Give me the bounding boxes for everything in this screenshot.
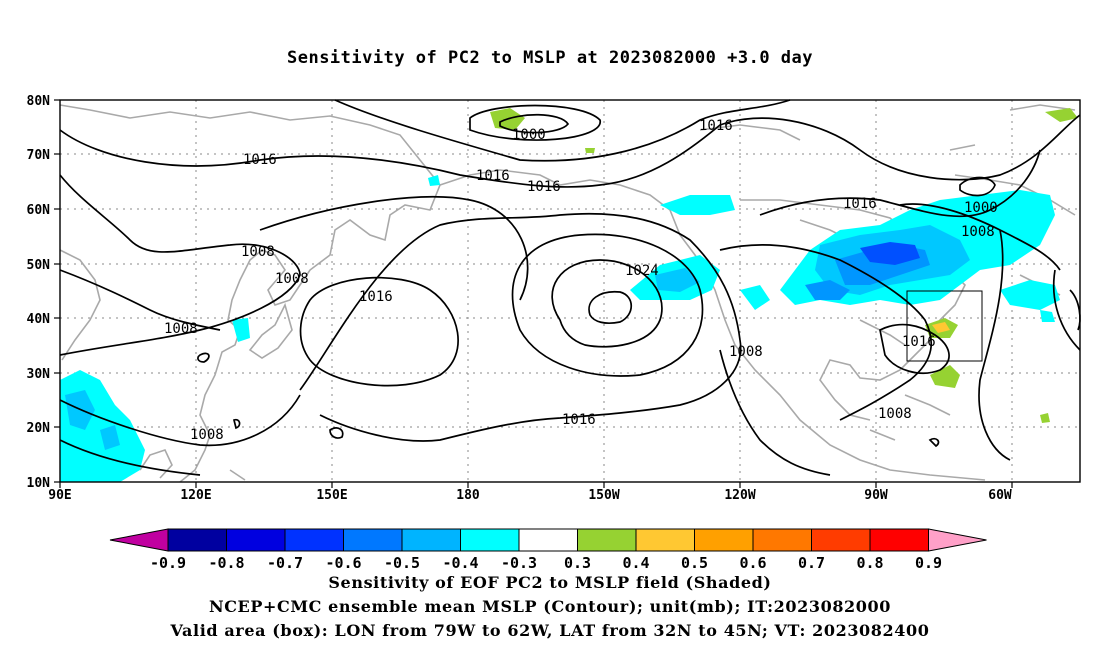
- colorbar-swatch: [577, 528, 637, 552]
- caption-line-1: Sensitivity of EOF PC2 to MSLP field (Sh…: [328, 573, 772, 592]
- lat-label: 80N: [27, 94, 51, 109]
- colorbar-min-arrow: [109, 528, 169, 552]
- lon-label: 60W: [988, 488, 1012, 503]
- colorbar-swatch: [284, 528, 344, 552]
- contour-label: 1024: [625, 263, 659, 279]
- colorbar-label: 0.4: [622, 554, 649, 572]
- contour-label: 1008: [275, 271, 309, 287]
- lon-label: 150E: [316, 488, 347, 503]
- contour-label: 1016: [476, 168, 510, 184]
- lon-label: 90W: [864, 488, 888, 503]
- lat-label: 70N: [27, 148, 51, 163]
- contour-label: 1016: [359, 289, 393, 305]
- colorbar-swatch: [635, 528, 695, 552]
- lat-label: 10N: [27, 476, 51, 491]
- lat-label: 20N: [27, 421, 51, 436]
- contour-label: 1000: [964, 200, 998, 216]
- colorbar-label: 0.3: [564, 554, 591, 572]
- lat-label: 30N: [27, 367, 51, 382]
- contour-label: 1008: [164, 321, 198, 337]
- colorbar-label: -0.3: [501, 554, 537, 572]
- colorbar-label: -0.9: [150, 554, 186, 572]
- contour-label: 1016: [243, 152, 277, 168]
- colorbar-swatch: [401, 528, 461, 552]
- lon-label: 180: [456, 488, 480, 503]
- colorbar-label: -0.6: [325, 554, 361, 572]
- mslp-contours: [59, 99, 1081, 476]
- colorbar-swatch: [518, 528, 578, 552]
- colorbar-label: -0.4: [442, 554, 478, 572]
- colorbar-swatch: [460, 528, 520, 552]
- lon-label: 120W: [724, 488, 755, 503]
- contour-label: 1016: [699, 118, 733, 134]
- contour-label: 1016: [562, 412, 596, 428]
- contour-label: 1008: [878, 406, 912, 422]
- colorbar-swatch: [752, 528, 812, 552]
- contour-label: 1016: [902, 334, 936, 350]
- colorbar-label: -0.8: [208, 554, 244, 572]
- lon-label: 150W: [588, 488, 619, 503]
- page-title: Sensitivity of PC2 to MSLP at 2023082000…: [286, 48, 813, 68]
- colorbar-swatch: [343, 528, 403, 552]
- colorbar-label: 0.9: [915, 554, 942, 572]
- contour-label: 1008: [961, 224, 995, 240]
- contour-label: 1008: [729, 344, 763, 360]
- lon-label: 90E: [48, 488, 71, 503]
- colorbar-swatch: [869, 528, 929, 552]
- colorbar-swatch: [694, 528, 754, 552]
- colorbar-label: 0.6: [739, 554, 766, 572]
- colorbar-swatch: [811, 528, 871, 552]
- colorbar-label: -0.5: [384, 554, 420, 572]
- grid-lines: [60, 100, 1080, 482]
- colorbar-label: 0.8: [856, 554, 883, 572]
- lon-label: 120E: [180, 488, 211, 503]
- lat-label: 50N: [27, 258, 51, 273]
- colorbar-swatch: [167, 528, 227, 552]
- lat-label: 60N: [27, 203, 51, 218]
- colorbar-swatch: [226, 528, 286, 552]
- valid-area-box: [906, 290, 983, 362]
- colorbar: -0.9 -0.8 -0.7 -0.6 -0.5 -0.4 -0.3 0.3 0.4 0.5 0.6…: [109, 528, 987, 572]
- colorbar-label: 0.5: [681, 554, 708, 572]
- contour-label: 1016: [843, 196, 877, 212]
- colorbar-label: -0.7: [267, 554, 303, 572]
- latitude-labels: 80N 70N 60N 50N 40N 30N 20N 10N: [27, 94, 51, 491]
- contour-labels: 1000 1016 1016 1016 1016 1008 1008 1016 …: [164, 118, 998, 443]
- contour-label: 1008: [190, 427, 224, 443]
- axis-ticks: [54, 99, 1013, 488]
- lat-label: 40N: [27, 312, 51, 327]
- contour-label: 1016: [527, 179, 561, 195]
- caption-line-2: NCEP+CMC ensemble mean MSLP (Contour); u…: [209, 597, 891, 616]
- longitude-labels: 90E 120E 150E 180 150W 120W 90W 60W: [48, 488, 1012, 503]
- contour-label: 1008: [241, 244, 275, 260]
- sensitivity-shading: [60, 108, 1078, 482]
- colorbar-label: 0.7: [798, 554, 825, 572]
- caption-line-3: Valid area (box): LON from 79W to 62W, L…: [170, 621, 930, 640]
- contour-label: 1000: [512, 127, 546, 143]
- map-frame: [59, 99, 1081, 483]
- colorbar-max-arrow: [928, 528, 987, 552]
